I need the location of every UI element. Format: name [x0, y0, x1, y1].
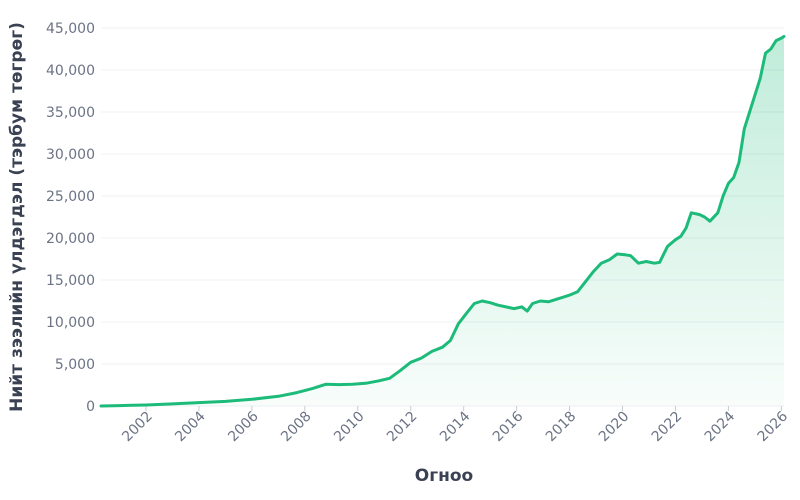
- y-tick-label: 35,000: [46, 105, 95, 121]
- y-tick-label: 40,000: [46, 63, 95, 79]
- x-tick-label: 2022: [649, 409, 686, 446]
- x-tick-label: 2024: [702, 408, 739, 445]
- x-tick-label: 2008: [278, 409, 315, 446]
- x-tick-label: 2020: [596, 409, 633, 446]
- y-tick-label: 0: [86, 399, 95, 415]
- y-tick-label: 5,000: [55, 357, 95, 373]
- y-tick-label: 15,000: [46, 273, 95, 289]
- x-axis-title: Огноо: [415, 466, 473, 486]
- y-tick-label: 30,000: [46, 147, 95, 163]
- x-tick-label: 2006: [225, 408, 262, 445]
- gridlines: [101, 27, 784, 407]
- series-line: [99, 34, 786, 408]
- y-tick-label: 25,000: [46, 189, 95, 205]
- y-axis-title: Нийт зээлийн үлдэгдэл (тэрбум төгрөг): [7, 22, 27, 412]
- x-tick-label: 2026: [755, 408, 792, 445]
- y-tick-label: 45,000: [46, 21, 95, 37]
- x-tick-label: 2002: [119, 409, 156, 446]
- y-tick-label: 20,000: [46, 231, 95, 247]
- y-axis-ticks: 0 5,000 10,000 15,000 20,000 25,000 30,000 35,0…: [46, 21, 95, 415]
- y-tick-label: 10,000: [46, 315, 95, 331]
- x-tick-label: 2004: [172, 408, 209, 445]
- x-tick-label: 2010: [331, 409, 368, 446]
- x-tick-label: 2018: [543, 409, 580, 446]
- x-tick-label: 2014: [437, 408, 474, 445]
- x-tick-label: 2016: [490, 408, 527, 445]
- x-axis-ticks: 2002 2004 2006 2008 2010 2012 2014 2016 2018 2020…: [119, 406, 791, 445]
- area-fill: [101, 36, 784, 407]
- x-tick-label: 2012: [384, 409, 421, 446]
